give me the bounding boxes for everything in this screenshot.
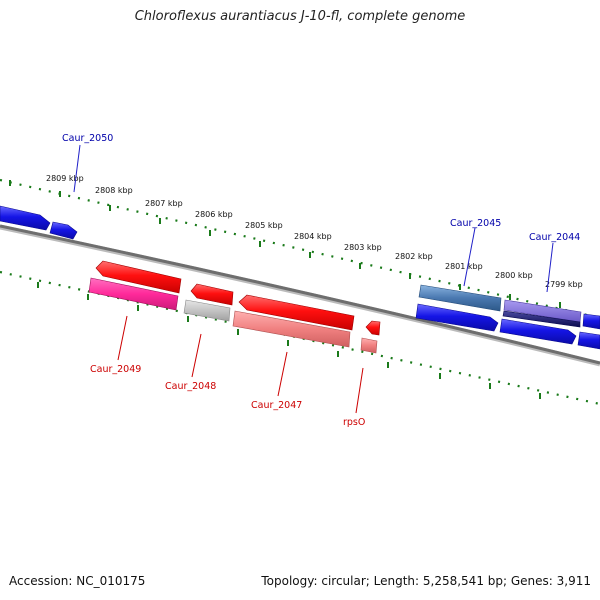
scale-label: 2801 kbp — [445, 262, 483, 271]
backbone — [0, 224, 600, 365]
scale-label: 2803 kbp — [344, 243, 382, 252]
gene-label-caur-2048[interactable]: Caur_2048 — [165, 381, 216, 392]
gene-arrow-caur-2049[interactable] — [88, 277, 179, 311]
scale-label: 2805 kbp — [245, 221, 283, 230]
gene-arrow-caur-2045[interactable] — [418, 284, 502, 312]
scale-label: 2800 kbp — [495, 271, 533, 280]
gene-arrow-forward-1[interactable] — [415, 303, 499, 332]
forward-genes — [0, 205, 600, 350]
scale-labels: 2809 kbp 2808 kbp 2807 kbp 2806 kbp 2805… — [46, 174, 583, 289]
scale-label: 2802 kbp — [395, 252, 433, 261]
label-connectors — [73, 144, 554, 414]
outer-major-ticks — [9, 180, 561, 308]
gene-arrow-caur-2047[interactable] — [232, 310, 351, 348]
gene-label-caur-2044[interactable]: Caur_2044 — [529, 232, 580, 243]
gene-arrow-caur-2050-a[interactable] — [0, 205, 51, 231]
gene-arrow-caur-2044[interactable] — [502, 310, 581, 328]
gene-arrow-red-1[interactable] — [95, 260, 182, 294]
gene-arrow-right-edge[interactable] — [582, 313, 600, 330]
gene-arrow-rpso[interactable] — [360, 337, 378, 354]
scale-label: 2799 kbp — [545, 280, 583, 289]
gene-label-caur-2049[interactable]: Caur_2049 — [90, 364, 141, 375]
scale-label: 2809 kbp — [46, 174, 84, 183]
gene-label-rpso[interactable]: rpsO — [343, 417, 365, 428]
gene-labels: Caur_2050 Caur_2045 Caur_2044 Caur_2049 … — [62, 133, 580, 428]
gene-arrow-caur-2050-b[interactable] — [49, 221, 78, 240]
gene-label-caur-2050[interactable]: Caur_2050 — [62, 133, 113, 144]
scale-label: 2807 kbp — [145, 199, 183, 208]
accession-label: Accession: NC_010175 — [9, 574, 146, 588]
gene-arrow-red-3[interactable] — [238, 294, 355, 331]
gene-label-caur-2045[interactable]: Caur_2045 — [450, 218, 501, 229]
gene-arrow-red-2[interactable] — [190, 283, 234, 306]
scale-label: 2808 kbp — [95, 186, 133, 195]
map-title: Chloroflexus aurantiacus J-10-fl, comple… — [134, 9, 466, 24]
reverse-genes — [88, 260, 381, 354]
scale-label: 2804 kbp — [294, 232, 332, 241]
gene-label-caur-2047[interactable]: Caur_2047 — [251, 400, 302, 411]
gene-arrow-red-4[interactable] — [365, 320, 381, 336]
gene-arrow-forward-3[interactable] — [577, 331, 600, 350]
gene-arrow-forward-2[interactable] — [499, 318, 577, 345]
inner-major-ticks — [37, 282, 541, 399]
genome-info-label: Topology: circular; Length: 5,258,541 bp… — [261, 574, 591, 588]
gene-arrow-caur-2048[interactable] — [183, 299, 231, 322]
scale-label: 2806 kbp — [195, 210, 233, 219]
inner-tick-ring — [0, 270, 600, 406]
